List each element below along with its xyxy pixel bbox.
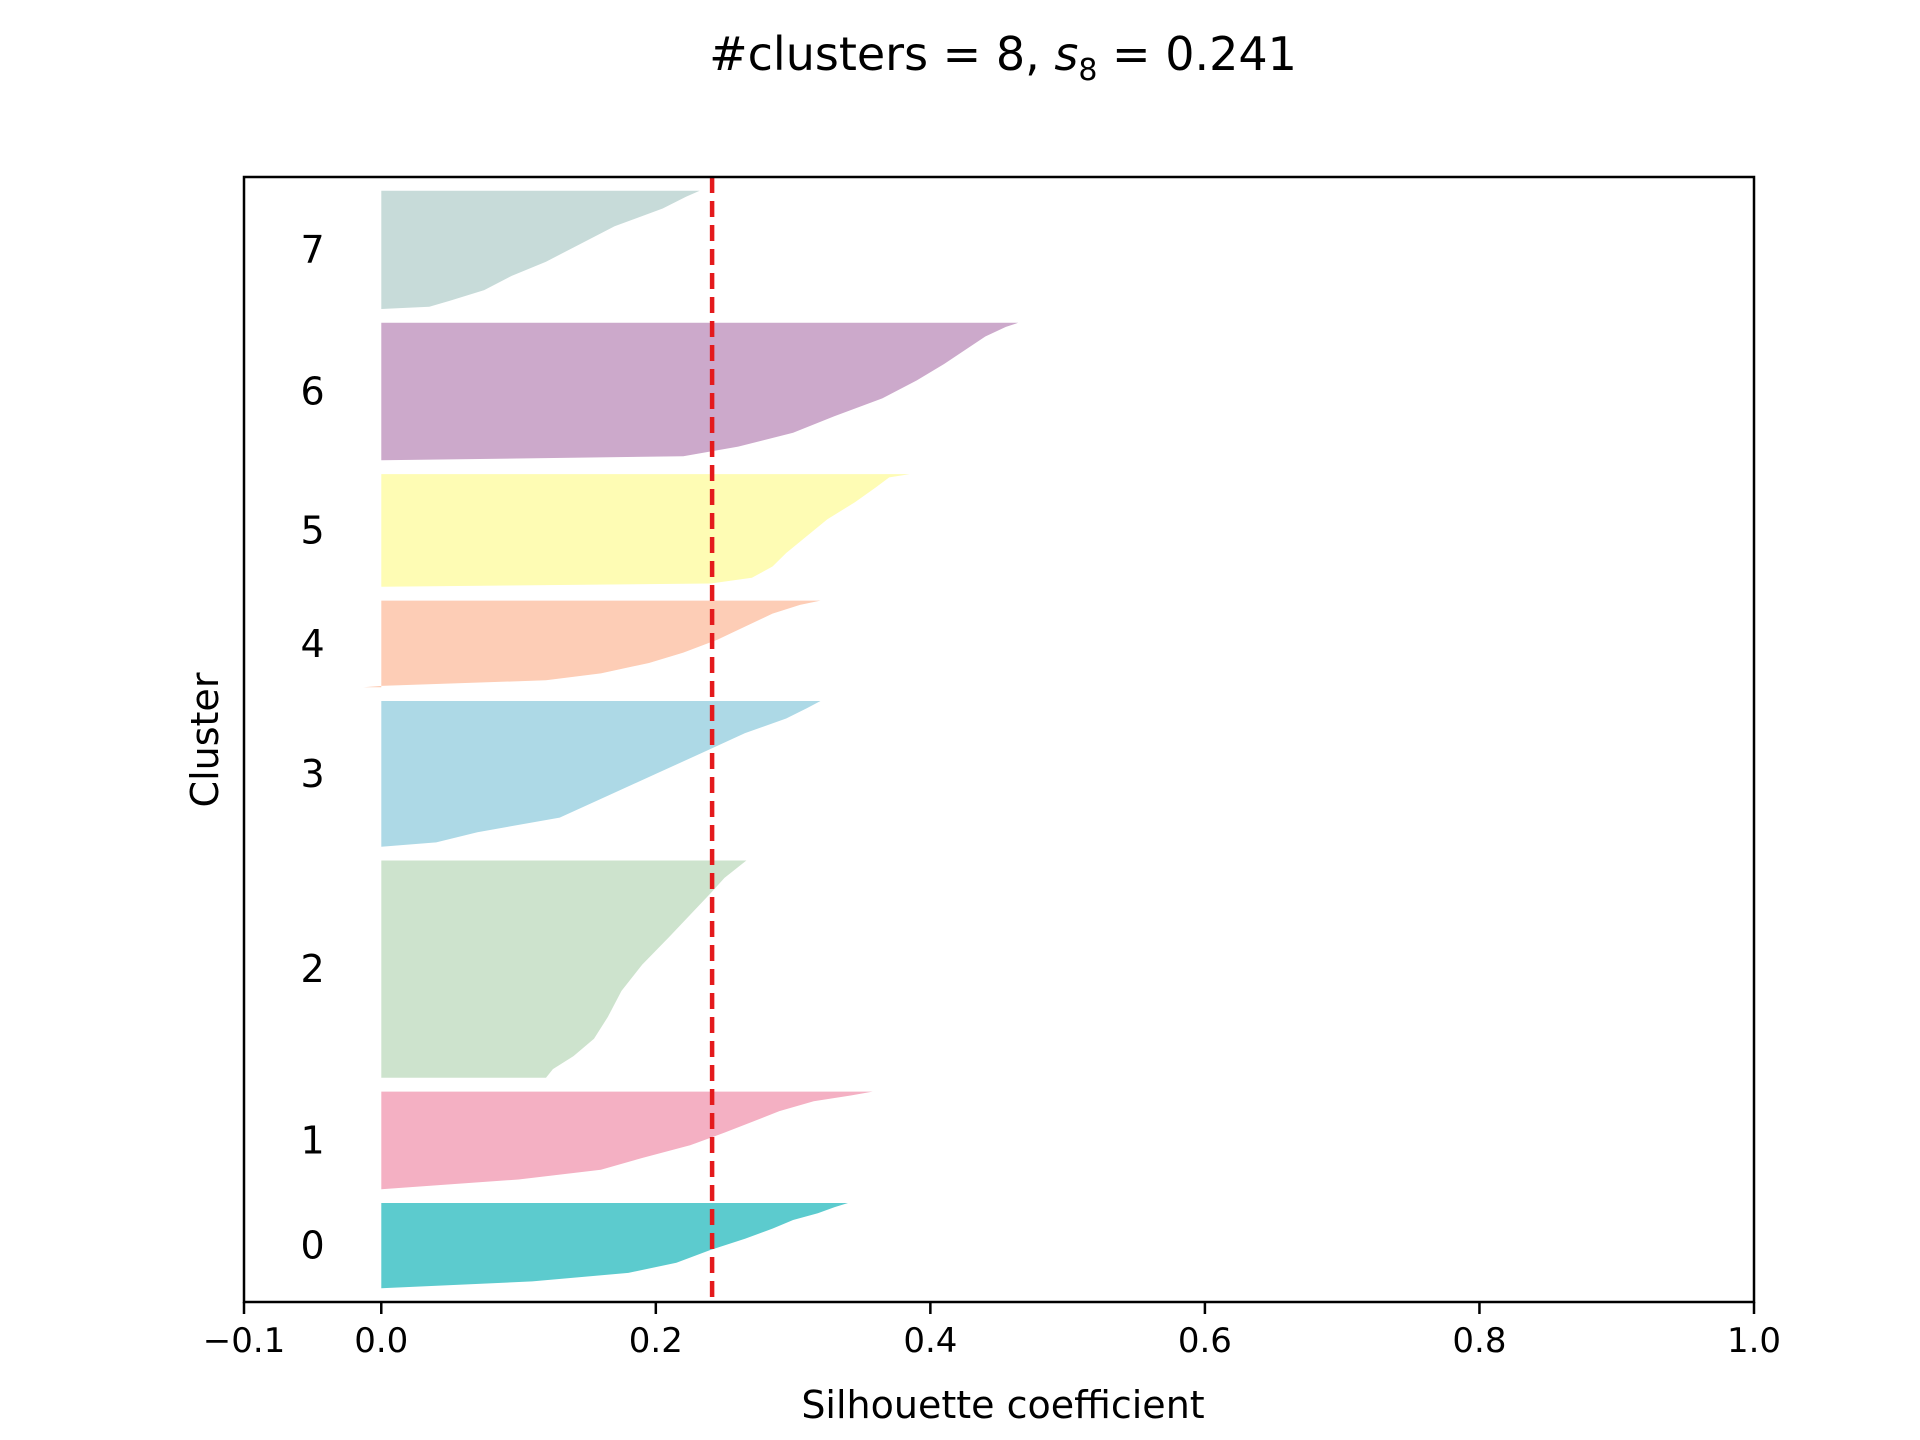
cluster-1-silhouette — [381, 1091, 873, 1190]
plot-frame — [242, 175, 1756, 1304]
chart-title-symbol: s — [1054, 27, 1078, 81]
x-tick-label: 0.4 — [903, 1321, 957, 1361]
chart-title-subscript: 8 — [1078, 53, 1097, 88]
cluster-0-label: 0 — [301, 1224, 325, 1268]
cluster-0-silhouette — [381, 1203, 848, 1289]
y-axis-label: Cluster — [183, 672, 227, 807]
plot-area: 0 1 2 3 4 5 6 7 — [301, 177, 1019, 1302]
x-tick-label: 0.6 — [1178, 1321, 1232, 1361]
cluster-2-silhouette — [381, 860, 747, 1078]
cluster-3-silhouette — [381, 701, 821, 847]
cluster-7-silhouette — [381, 190, 700, 309]
x-tick-label: 0.2 — [629, 1321, 683, 1361]
x-axis-ticks: −0.1 0.0 0.2 0.4 0.6 0.8 1.0 — [203, 1302, 1781, 1361]
x-axis-label: Silhouette coefficient — [801, 1383, 1204, 1427]
cluster-7-label: 7 — [301, 228, 325, 272]
cluster-3-label: 3 — [301, 752, 325, 796]
cluster-5-label: 5 — [301, 508, 325, 552]
chart-title-prefix: #clusters = 8, — [709, 27, 1054, 81]
chart-title: #clusters = 8, s8 = 0.241 — [709, 27, 1297, 88]
cluster-6-label: 6 — [301, 370, 325, 414]
x-tick-label: 0.0 — [354, 1321, 408, 1361]
cluster-1-label: 1 — [301, 1118, 325, 1162]
cluster-5-silhouette — [381, 474, 910, 587]
cluster-4-label: 4 — [301, 622, 325, 666]
x-tick-label: 1.0 — [1727, 1321, 1781, 1361]
x-tick-label: 0.8 — [1452, 1321, 1506, 1361]
cluster-4-silhouette — [363, 600, 821, 688]
x-tick-label: −0.1 — [203, 1321, 286, 1361]
chart-title-suffix: = 0.241 — [1097, 27, 1296, 81]
cluster-2-label: 2 — [301, 947, 325, 991]
cluster-6-silhouette — [381, 322, 1019, 461]
